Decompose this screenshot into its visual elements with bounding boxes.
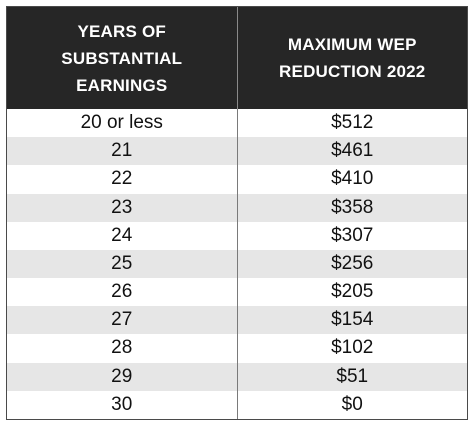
table-row: 27 $154: [7, 306, 467, 335]
wep-reduction-table: YEARS OF SUBSTANTIAL EARNINGS MAXIMUM WE…: [6, 6, 468, 420]
reduction-cell: $358: [237, 193, 467, 222]
reduction-cell: $410: [237, 165, 467, 194]
years-cell: 22: [7, 165, 238, 194]
years-cell: 26: [7, 278, 238, 307]
header-maximum-wep-reduction: MAXIMUM WEP REDUCTION 2022: [237, 7, 467, 109]
reduction-cell: $102: [237, 334, 467, 363]
years-cell: 20 or less: [7, 109, 238, 138]
header-reduction-line-2: REDUCTION 2022: [279, 62, 426, 81]
years-cell: 30: [7, 390, 238, 419]
header-years-of-substantial-earnings: YEARS OF SUBSTANTIAL EARNINGS: [7, 7, 238, 109]
reduction-cell: $205: [237, 278, 467, 307]
table-row: 21 $461: [7, 137, 467, 166]
reduction-cell: $256: [237, 249, 467, 279]
header-years-line-2: EARNINGS: [76, 75, 168, 95]
years-cell: 23: [7, 193, 238, 222]
table-header: YEARS OF SUBSTANTIAL EARNINGS MAXIMUM WE…: [7, 7, 467, 109]
header-row: YEARS OF SUBSTANTIAL EARNINGS MAXIMUM WE…: [7, 7, 467, 109]
reduction-cell: $0: [237, 390, 467, 419]
table-row: 22 $410: [7, 165, 467, 194]
reduction-cell: $461: [237, 137, 467, 166]
table-row: 23 $358: [7, 193, 467, 222]
years-cell: 29: [7, 362, 238, 391]
years-cell: 21: [7, 137, 238, 166]
table-row: 24 $307: [7, 221, 467, 250]
table-body: 20 or less $512 21 $461 22 $410 23 $358 …: [7, 109, 467, 419]
reduction-cell: $51: [237, 362, 467, 391]
table-row: 28 $102: [7, 334, 467, 363]
years-cell: 28: [7, 334, 238, 363]
table-row: 25 $256: [7, 249, 467, 279]
years-cell: 27: [7, 306, 238, 335]
table-row: 20 or less $512: [7, 109, 467, 138]
reduction-cell: $154: [237, 306, 467, 335]
years-cell: 25: [7, 249, 238, 279]
header-years-line-1: YEARS OF SUBSTANTIAL: [61, 21, 183, 68]
table-row: 29 $51: [7, 362, 467, 391]
reduction-cell: $307: [237, 221, 467, 250]
table: YEARS OF SUBSTANTIAL EARNINGS MAXIMUM WE…: [7, 7, 467, 419]
table-row: 30 $0: [7, 390, 467, 419]
reduction-cell: $512: [237, 109, 467, 138]
years-cell: 24: [7, 221, 238, 250]
header-reduction-line-1: MAXIMUM WEP: [287, 35, 417, 54]
table-row: 26 $205: [7, 278, 467, 307]
